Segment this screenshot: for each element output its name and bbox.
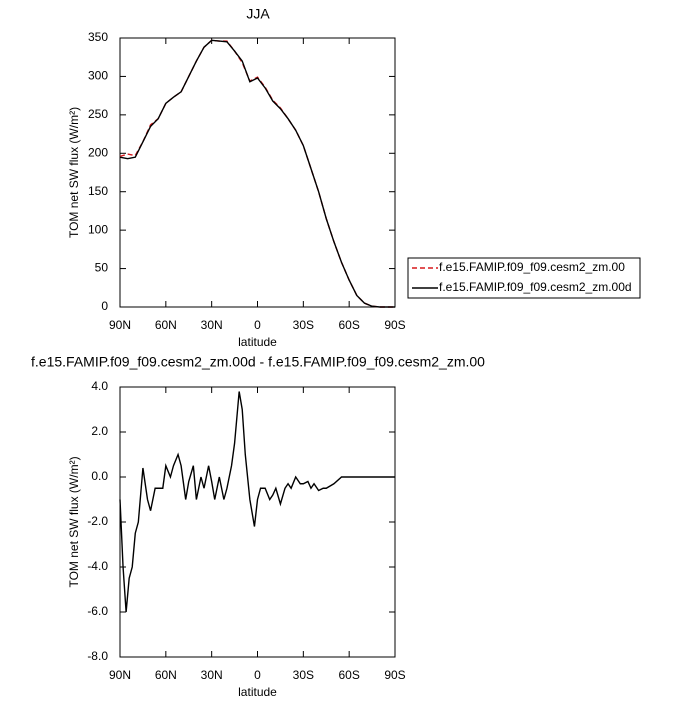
x-tick-label: 60N — [155, 318, 177, 332]
data-line — [119, 39, 395, 308]
y-axis-label: TOM net SW flux (W/m²) — [67, 107, 81, 238]
x-axis-label: latitude — [238, 335, 277, 349]
x-axis-label: latitude — [238, 685, 277, 699]
x-tick-label: 0 — [254, 668, 261, 682]
y-tick-label: 150 — [88, 184, 108, 198]
x-tick-label: 60S — [338, 318, 359, 332]
x-tick-label: 30S — [293, 318, 314, 332]
plot-frame — [119, 386, 396, 658]
y-tick-label: 0 — [101, 299, 108, 313]
legend-label: f.e15.FAMIP.f09_f09.cesm2_zm.00d — [439, 280, 632, 294]
y-tick-label: -2.0 — [87, 514, 108, 528]
y-tick-label: -4.0 — [87, 559, 108, 573]
legend-label: f.e15.FAMIP.f09_f09.cesm2_zm.00 — [439, 260, 625, 274]
x-tick-label: 30N — [201, 668, 223, 682]
x-tick-label: 90N — [109, 668, 131, 682]
y-axis-label: TOM net SW flux (W/m²) — [67, 456, 81, 587]
chart-title: JJA — [246, 6, 270, 22]
chart-title: f.e15.FAMIP.f09_f09.cesm2_zm.00d - f.e15… — [31, 354, 485, 370]
x-tick-label: 30N — [201, 318, 223, 332]
x-tick-label: 90N — [109, 318, 131, 332]
data-line — [119, 39, 395, 308]
data-line — [119, 391, 395, 613]
y-tick-label: 0.0 — [91, 469, 108, 483]
y-tick-label: -6.0 — [87, 604, 108, 618]
x-tick-label: 90S — [384, 668, 405, 682]
y-tick-label: 350 — [88, 30, 108, 44]
y-tick-label: 200 — [88, 145, 108, 159]
y-tick-label: 250 — [88, 107, 108, 121]
y-tick-label: 4.0 — [91, 379, 108, 393]
y-tick-label: -8.0 — [87, 649, 108, 663]
y-tick-label: 2.0 — [91, 424, 108, 438]
legend-box — [407, 257, 641, 299]
x-tick-label: 0 — [254, 318, 261, 332]
x-tick-label: 30S — [293, 668, 314, 682]
x-tick-label: 60N — [155, 668, 177, 682]
x-tick-label: 90S — [384, 318, 405, 332]
y-tick-label: 50 — [95, 261, 109, 275]
y-tick-label: 300 — [88, 69, 108, 83]
x-tick-label: 60S — [338, 668, 359, 682]
y-tick-label: 100 — [88, 222, 108, 236]
